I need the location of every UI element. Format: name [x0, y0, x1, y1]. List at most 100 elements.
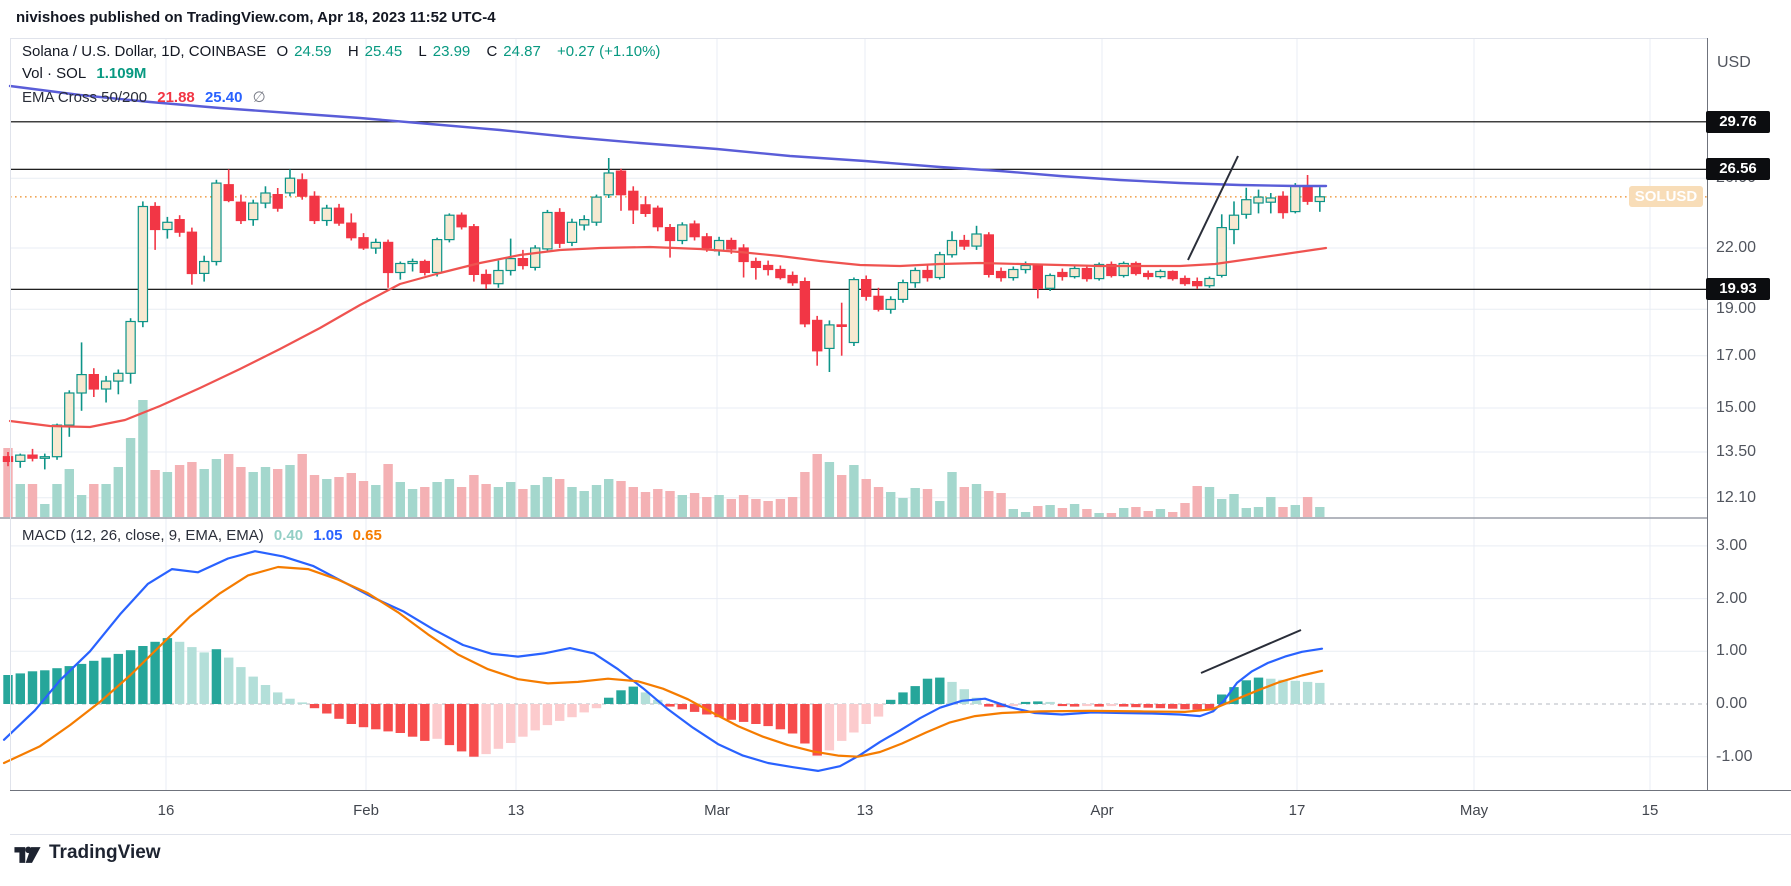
- volume-bar: [27, 484, 38, 517]
- candle-up: [370, 241, 382, 249]
- macd-histogram-bar: [113, 653, 123, 704]
- candle-up: [1290, 185, 1301, 213]
- price-axis-currency: USD: [1717, 54, 1751, 71]
- volume-bar: [726, 499, 736, 517]
- candle-up: [1093, 263, 1105, 280]
- time-axis-label: 16: [157, 802, 175, 819]
- ema-cross-legend-row[interactable]: EMA Cross 50/200 21.88 25.40 ∅: [22, 88, 272, 106]
- volume-bar: [1119, 508, 1129, 517]
- macd-histogram-bar: [984, 704, 994, 707]
- candle-up: [848, 279, 860, 344]
- candle-down: [346, 222, 357, 239]
- ema200-line: [8, 84, 1328, 188]
- macd-histogram-bar: [812, 704, 822, 756]
- footer-brand[interactable]: TradingView: [14, 842, 161, 864]
- candle-down: [726, 239, 737, 250]
- volume-bar: [1057, 508, 1068, 517]
- symbol-title: Solana / U.S. Dollar, 1D, COINBASE: [22, 43, 267, 60]
- macd-histogram-bar: [726, 704, 736, 720]
- volume-bar: [1082, 509, 1092, 517]
- macd-histogram-bar: [1143, 704, 1153, 708]
- macd-histogram-bar: [1057, 704, 1068, 707]
- macd-histogram-bar: [444, 704, 455, 746]
- macd-histogram-bar: [297, 702, 307, 704]
- macd-histogram-bar: [273, 692, 283, 704]
- volume-bar: [947, 472, 957, 517]
- macd-histogram-bar: [64, 666, 74, 704]
- volume-bar: [187, 462, 197, 517]
- candle-up: [897, 282, 909, 301]
- volume-bar: [15, 484, 25, 517]
- candle-up: [76, 374, 87, 394]
- candle-down: [738, 247, 749, 263]
- volume-bar: [1192, 486, 1202, 517]
- volume-label: Vol · SOL: [22, 65, 87, 82]
- price-level-badge: 29.76: [1706, 110, 1770, 133]
- macd-histogram-bar: [640, 692, 651, 704]
- candle-up: [603, 172, 614, 196]
- volume-bar: [616, 481, 626, 517]
- volume-bar: [959, 487, 969, 517]
- candle-up: [431, 239, 443, 274]
- volume-bar: [689, 493, 700, 517]
- volume-bar: [383, 464, 393, 517]
- volume-bar: [910, 488, 920, 517]
- macd-histogram-bar: [1155, 704, 1166, 709]
- volume-bar: [297, 454, 307, 517]
- candle-up: [284, 177, 296, 194]
- volume-bar: [1278, 507, 1288, 517]
- macd-legend-row[interactable]: MACD (12, 26, close, 9, EMA, EMA) 0.40 1…: [22, 527, 388, 544]
- high-value: 25.45: [364, 43, 403, 60]
- macd-histogram-bar: [898, 692, 908, 704]
- volume-bar: [309, 475, 320, 517]
- macd-histogram-bar: [395, 704, 405, 733]
- candle-down: [149, 205, 161, 231]
- candle-down: [615, 170, 627, 196]
- volume-bar: [886, 492, 896, 517]
- volume-bar: [1045, 505, 1055, 517]
- candle-down: [664, 227, 676, 242]
- candle-down: [1032, 264, 1043, 289]
- macd-histogram-bar: [763, 704, 773, 727]
- volume-bar: [371, 485, 381, 517]
- candle-down: [995, 270, 1007, 279]
- time-axis-label: May: [1459, 802, 1489, 819]
- candle-down: [873, 295, 884, 310]
- candle-up: [199, 260, 210, 274]
- time-axis[interactable]: [10, 790, 1791, 834]
- candle-down: [799, 281, 811, 325]
- volume-bar: [714, 495, 724, 517]
- volume-bar: [530, 485, 540, 517]
- candle-down: [480, 273, 492, 285]
- candle-down: [1191, 281, 1203, 287]
- volume-bar: [40, 504, 50, 517]
- macd-histogram-bar: [800, 704, 810, 744]
- volume-bar: [420, 487, 430, 517]
- macd-histogram-bar: [971, 697, 982, 704]
- macd-histogram-bar: [1192, 704, 1202, 710]
- candle-down: [517, 258, 529, 267]
- volume-bar: [628, 487, 638, 517]
- candle-up: [137, 205, 149, 323]
- volume-bar: [1106, 513, 1117, 517]
- candle-down: [787, 274, 798, 284]
- candle-up: [39, 456, 51, 459]
- candle-down: [1302, 185, 1313, 202]
- ema200-value: 25.40: [204, 89, 243, 106]
- candle-down: [223, 184, 234, 202]
- volume-legend-row[interactable]: Vol · SOL 1.109M: [22, 65, 152, 82]
- volume-bar: [444, 479, 455, 517]
- macd-histogram-bar: [1204, 704, 1215, 711]
- macd-axis-label: 2.00: [1716, 589, 1748, 607]
- candle-down: [382, 241, 394, 274]
- candle-up: [1020, 264, 1031, 271]
- candle-up: [1228, 214, 1240, 231]
- macd-histogram-bar: [309, 704, 320, 709]
- volume-bar: [395, 482, 405, 517]
- volume-bar: [1253, 507, 1264, 517]
- symbol-legend-row[interactable]: Solana / U.S. Dollar, 1D, COINBASE O 24.5…: [22, 43, 666, 60]
- macd-histogram-bar: [481, 704, 491, 755]
- macd-histogram-bar: [407, 704, 418, 737]
- volume-bar: [481, 484, 491, 517]
